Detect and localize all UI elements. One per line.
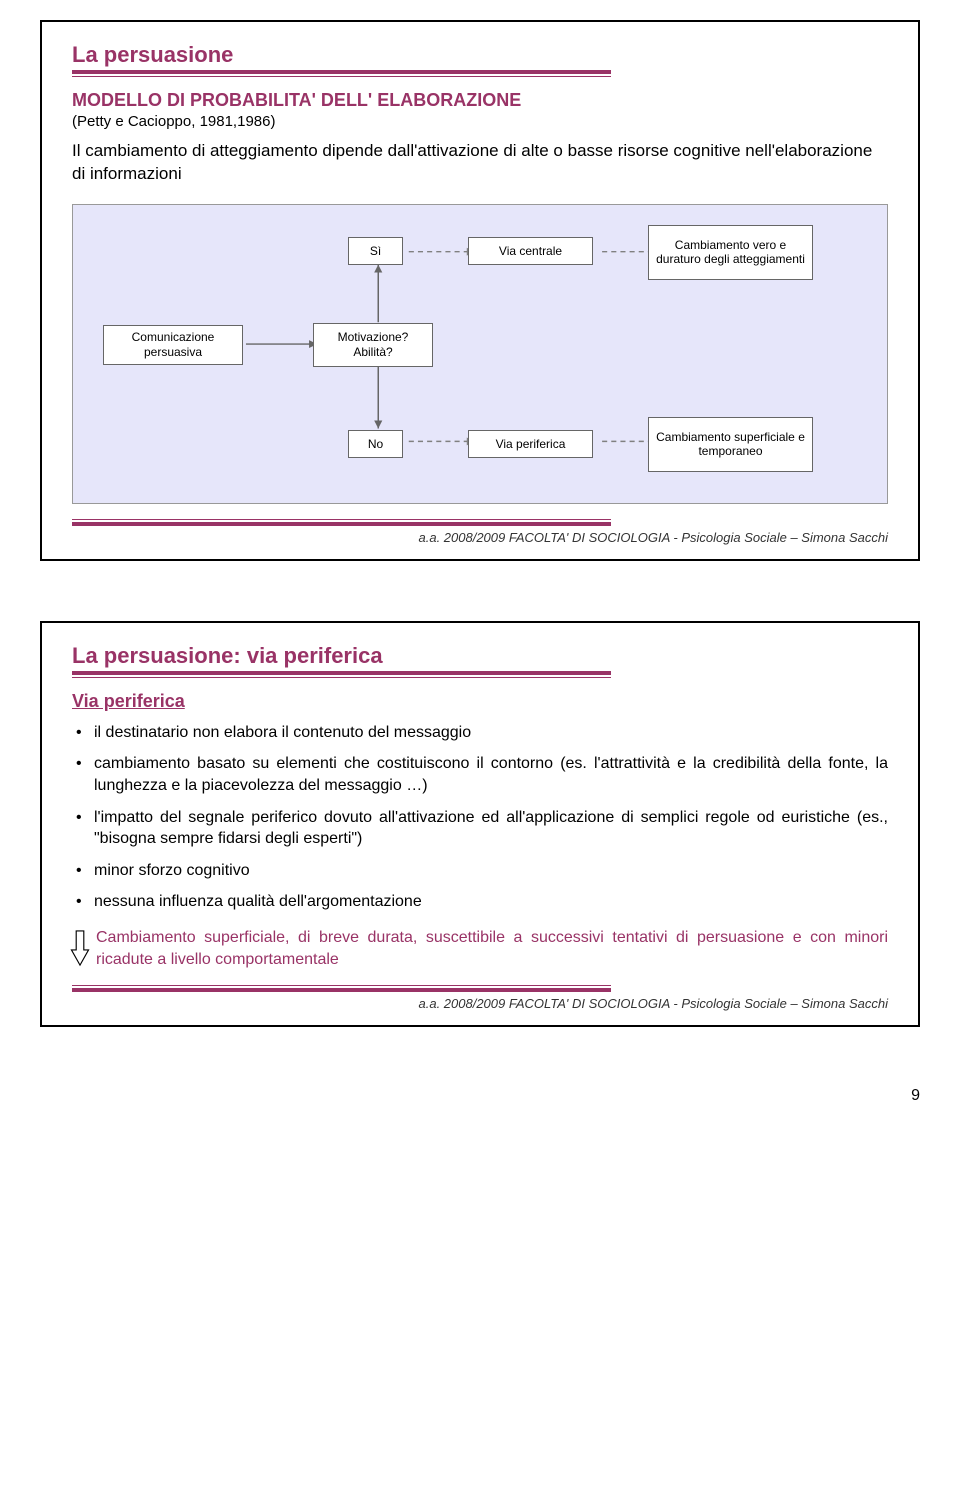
- slide-1: La persuasione MODELLO DI PROBABILITA' D…: [40, 20, 920, 561]
- slide-title: La persuasione: via periferica: [72, 643, 888, 669]
- box-result-periferica: Cambiamento superficiale e temporaneo: [648, 417, 813, 472]
- footer-rule: [72, 988, 611, 992]
- box-via-centrale: Via centrale: [468, 237, 593, 265]
- footer-rule: [72, 522, 611, 526]
- page-number: 9: [0, 1087, 960, 1105]
- section-heading: Via periferica: [72, 691, 888, 712]
- elm-diagram: Comunicazione persuasiva Motivazione? Ab…: [72, 204, 888, 504]
- box-no: No: [348, 430, 403, 458]
- box-result-centrale: Cambiamento vero e duraturo degli attegg…: [648, 225, 813, 280]
- conclusion-text: Cambiamento superficiale, di breve durat…: [96, 929, 888, 968]
- title-rule: [72, 671, 611, 675]
- footer-text: a.a. 2008/2009 FACOLTA' DI SOCIOLOGIA - …: [72, 996, 888, 1011]
- intro-paragraph: Il cambiamento di atteggiamento dipende …: [72, 140, 888, 186]
- box-via-periferica: Via periferica: [468, 430, 593, 458]
- list-item: il destinatario non elabora il contenuto…: [76, 722, 888, 744]
- model-authors: (Petty e Cacioppo, 1981,1986): [72, 113, 888, 130]
- list-item: minor sforzo cognitivo: [76, 860, 888, 882]
- model-heading: MODELLO DI PROBABILITA' DELL' ELABORAZIO…: [72, 90, 888, 111]
- conclusion-paragraph: Cambiamento superficiale, di breve durat…: [96, 927, 888, 970]
- box-motivazione: Motivazione? Abilità?: [313, 323, 433, 367]
- footer-text: a.a. 2008/2009 FACOLTA' DI SOCIOLOGIA - …: [72, 530, 888, 545]
- box-si: Sì: [348, 237, 403, 265]
- slide-title: La persuasione: [72, 42, 888, 68]
- bullet-list: il destinatario non elabora il contenuto…: [72, 722, 888, 913]
- list-item: nessuna influenza qualità dell'argomenta…: [76, 891, 888, 913]
- list-item: cambiamento basato su elementi che costi…: [76, 753, 888, 796]
- box-comunicazione: Comunicazione persuasiva: [103, 325, 243, 365]
- list-item: l'impatto del segnale periferico dovuto …: [76, 807, 888, 850]
- slide-2: La persuasione: via periferica Via perif…: [40, 621, 920, 1027]
- arrow-down-icon: [70, 929, 90, 967]
- title-rule: [72, 70, 611, 74]
